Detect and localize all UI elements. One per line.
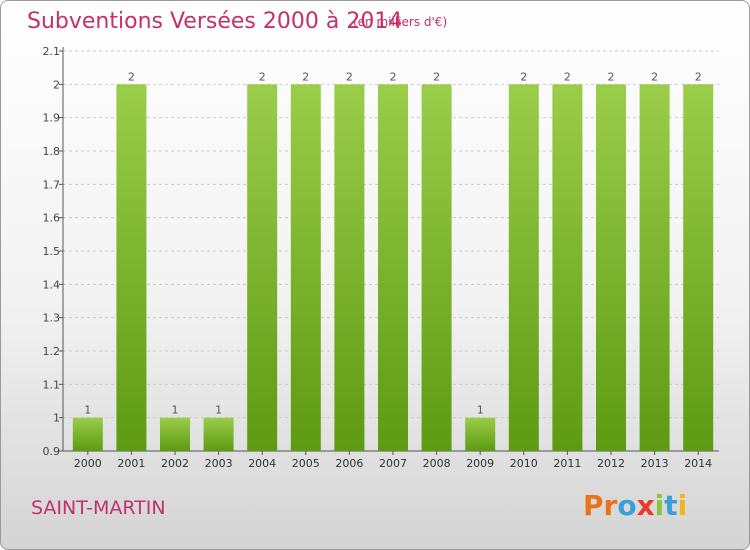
x-tick-label: 2009 — [466, 457, 494, 470]
x-tick-label: 2005 — [292, 457, 320, 470]
bar — [72, 417, 103, 451]
bar — [160, 417, 190, 451]
x-tick-label: 2002 — [161, 457, 189, 470]
data-label: 2 — [433, 70, 440, 83]
data-label: 2 — [259, 70, 266, 83]
y-tick-label: 0.9 — [43, 445, 61, 458]
labels: 0.9 1 1.1 1.2 1.3 1.4 1.5 1.6 1.7 1.8 1.9 2 2.1 1 2000… — [43, 45, 713, 470]
x-tick-label: 2008 — [423, 457, 451, 470]
bar — [421, 84, 452, 451]
logo-letter: i — [654, 489, 665, 522]
y-tick-label: 1.9 — [43, 112, 61, 125]
chart-unit: (en milliers d'€) — [353, 15, 448, 29]
x-tick-label: 2012 — [597, 457, 625, 470]
proxiti-logo: Proxiti — [583, 489, 687, 522]
data-label: 2 — [128, 70, 135, 83]
logo-letter: o — [617, 489, 637, 522]
data-label: 2 — [608, 70, 615, 83]
data-label: 1 — [215, 404, 222, 417]
data-label: 2 — [695, 70, 702, 83]
bar — [116, 84, 147, 451]
data-label: 2 — [520, 70, 527, 83]
logo-letter: r — [603, 489, 618, 522]
bar — [683, 84, 714, 451]
logo-letter: t — [664, 489, 678, 522]
y-tick-label: 1.6 — [43, 212, 61, 225]
data-label: 2 — [390, 70, 397, 83]
y-tick-label: 1.4 — [43, 278, 61, 291]
bar — [247, 84, 278, 451]
bar — [508, 84, 539, 451]
bar — [552, 84, 583, 451]
x-tick-label: 2000 — [74, 457, 102, 470]
x-tick-label: 2004 — [248, 457, 276, 470]
x-tick-label: 2003 — [205, 457, 233, 470]
x-tick-label: 2013 — [641, 457, 669, 470]
x-tick-label: 2014 — [684, 457, 712, 470]
data-label: 2 — [651, 70, 658, 83]
x-tick-label: 2007 — [379, 457, 407, 470]
y-tick-label: 2 — [53, 78, 60, 91]
bar — [465, 417, 496, 451]
y-tick-label: 2.1 — [43, 45, 61, 58]
data-label: 2 — [564, 70, 571, 83]
y-tick-label: 1.2 — [43, 345, 61, 358]
data-label: 1 — [84, 404, 91, 417]
data-label: 2 — [302, 70, 309, 83]
logo-letter: P — [583, 489, 604, 522]
bar — [203, 417, 234, 451]
data-label: 1 — [477, 404, 484, 417]
bar — [378, 84, 408, 451]
x-tick-label: 2001 — [117, 457, 145, 470]
x-tick-label: 2010 — [510, 457, 538, 470]
data-label: 1 — [172, 404, 179, 417]
chart-title: Subventions Versées 2000 à 2014 — [27, 9, 403, 34]
y-tick-label: 1.3 — [43, 312, 61, 325]
data-label: 2 — [346, 70, 353, 83]
y-tick-label: 1.7 — [43, 178, 61, 191]
y-tick-label: 1.8 — [43, 145, 61, 158]
y-tick-label: 1.5 — [43, 245, 61, 258]
bars — [72, 84, 714, 451]
x-tick-label: 2006 — [335, 457, 363, 470]
x-tick-label: 2011 — [553, 457, 581, 470]
bar — [290, 84, 321, 451]
bar — [596, 84, 626, 451]
bar — [334, 84, 365, 451]
commune-name: SAINT-MARTIN — [31, 497, 166, 519]
logo-letter: x — [636, 489, 655, 522]
bar — [639, 84, 670, 451]
y-tick-label: 1.1 — [43, 378, 61, 391]
logo-letter: i — [677, 489, 688, 522]
y-tick-label: 1 — [53, 412, 60, 425]
